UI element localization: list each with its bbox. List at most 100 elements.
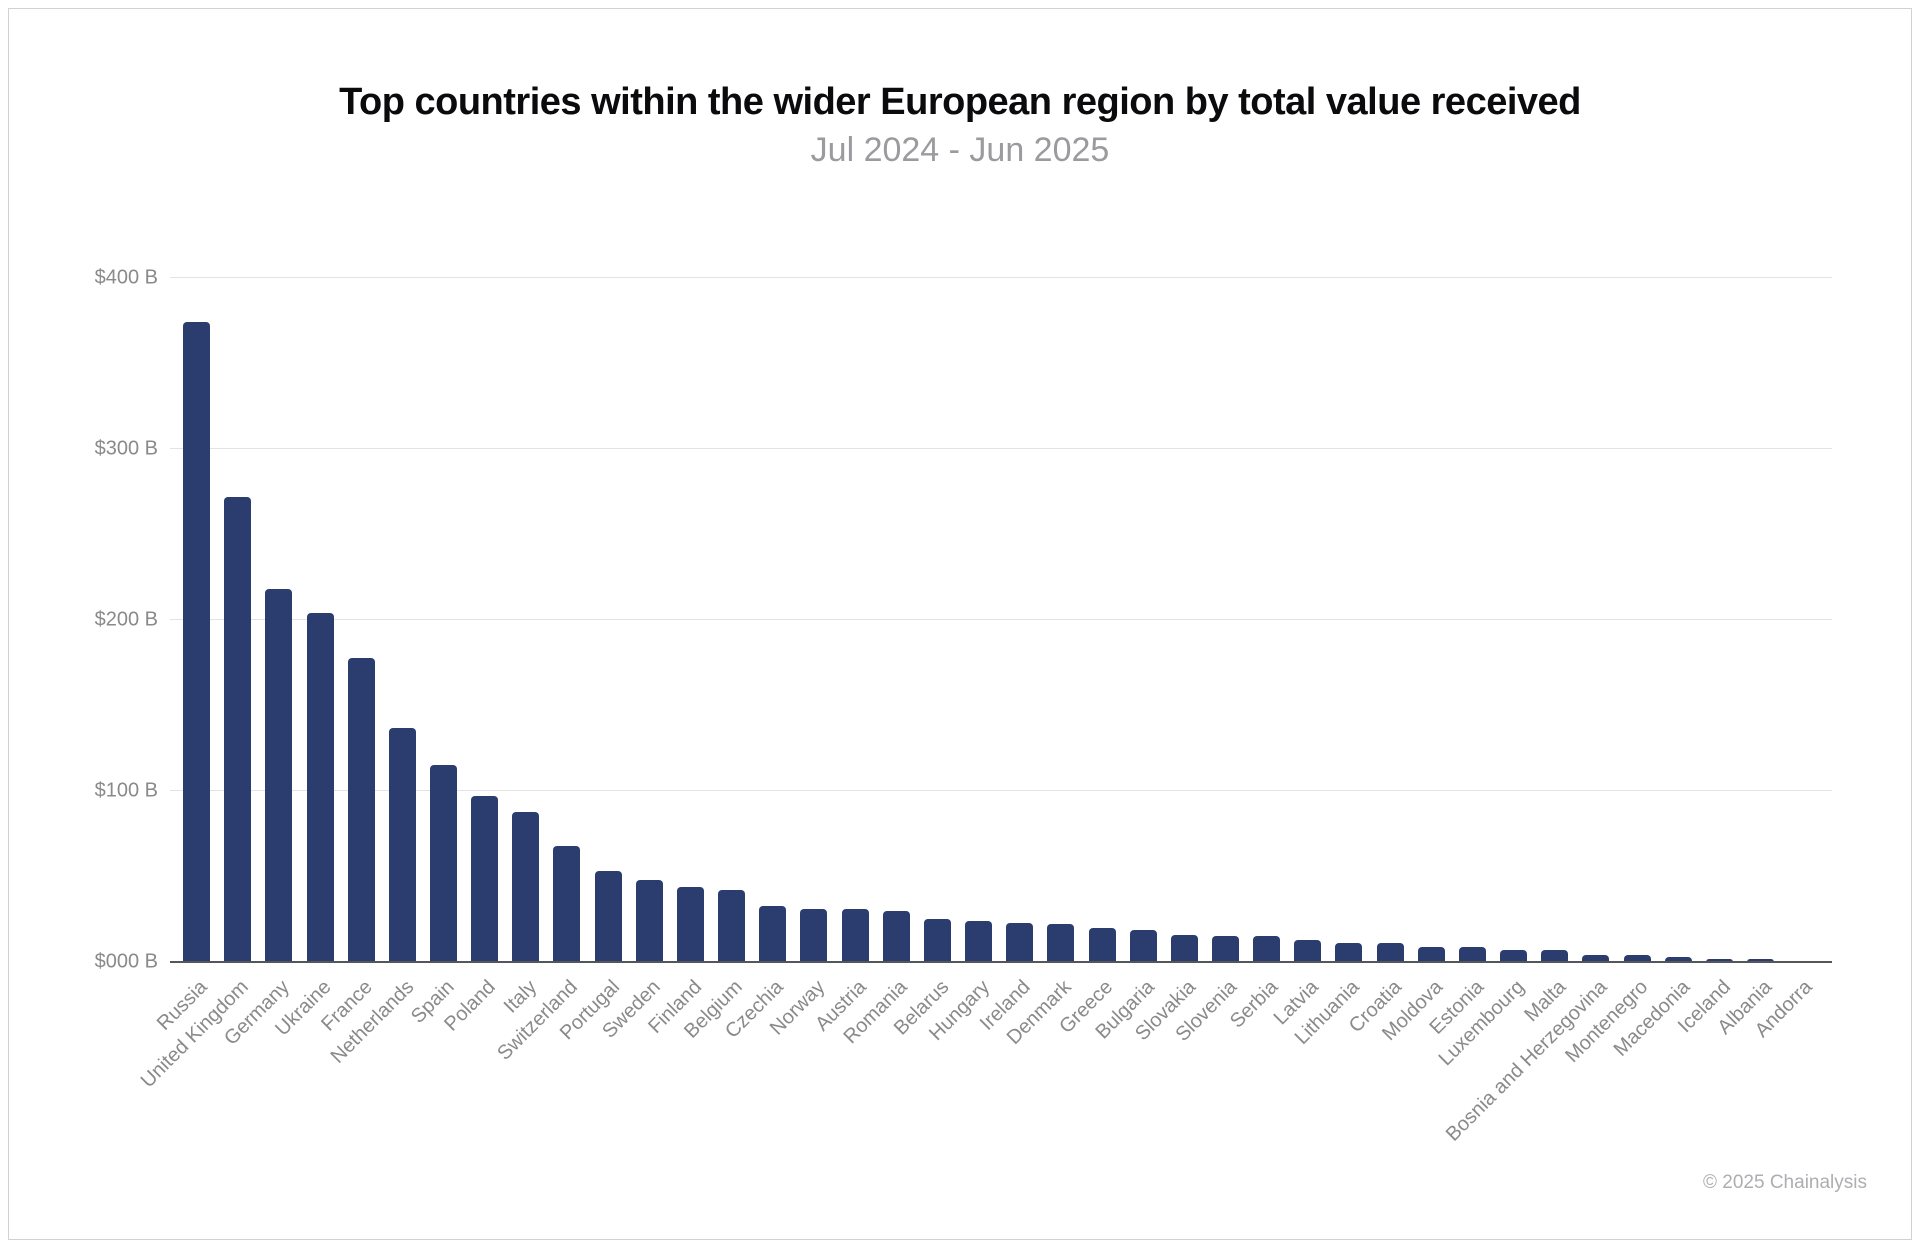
bar-slot: [505, 278, 546, 962]
x-tick-label: Ukraine: [270, 976, 336, 1041]
bar-slot: [1040, 278, 1081, 962]
y-tick-label: $000 B: [94, 950, 158, 973]
bar-portugal: [594, 871, 622, 962]
bar-slovenia: [1211, 936, 1239, 962]
bar-slot: [958, 278, 999, 962]
bar-france: [347, 657, 375, 962]
x-tick-label: Portugal: [555, 976, 625, 1045]
copyright-credit: © 2025 Chainalysis: [1703, 1172, 1867, 1193]
chart-title: Top countries within the wider European …: [339, 81, 1581, 123]
bar-slot: [546, 278, 587, 962]
x-tick-label: Moldova: [1378, 976, 1448, 1046]
bar-slot: [423, 278, 464, 962]
x-tick-label: Belgium: [680, 976, 748, 1043]
bar-germany: [265, 589, 293, 962]
x-tick-label: Bulgaria: [1091, 976, 1160, 1044]
bar-united-kingdom: [224, 496, 252, 962]
bar-estonia: [1458, 946, 1486, 962]
x-tick-label: Czechia: [721, 976, 789, 1043]
bar-slot: [876, 278, 917, 962]
bar-finland: [676, 886, 704, 962]
bar-bulgaria: [1129, 929, 1157, 962]
bar-greece: [1088, 927, 1116, 962]
x-tick-label: Switzerland: [493, 976, 583, 1065]
bar-poland: [471, 796, 499, 962]
bar-slot: [1534, 278, 1575, 962]
y-tick-label: $100 B: [94, 779, 158, 802]
bar-malta: [1541, 950, 1569, 962]
bar-denmark: [1047, 924, 1075, 962]
gridline: [170, 448, 1832, 449]
bar-croatia: [1376, 943, 1404, 962]
x-axis-labels: Russia United Kingdom Germany Ukraine France…: [137, 976, 1832, 1206]
bar-slot: [258, 278, 299, 962]
bar-slot: [1370, 278, 1411, 962]
bar-slot: [217, 278, 258, 962]
x-tick-label: Luxembourg: [1434, 976, 1530, 1071]
bar-slot: [752, 278, 793, 962]
x-tick-label: Croatia: [1344, 976, 1407, 1038]
x-tick-label: Denmark: [1003, 976, 1077, 1049]
plot-area: [170, 277, 1832, 963]
bar-slot: [464, 278, 505, 962]
x-tick-label: Slovakia: [1131, 976, 1201, 1046]
x-tick-label: Belarus: [889, 976, 954, 1040]
bar-spain: [430, 765, 458, 962]
bar-albania: [1747, 958, 1775, 962]
x-tick-label: Romania: [839, 976, 913, 1049]
bar-slot: [670, 278, 711, 962]
x-tick-label: Russia: [153, 976, 213, 1035]
x-tick-label: Serbia: [1225, 976, 1283, 1033]
x-tick-label: Greece: [1055, 976, 1118, 1038]
bar-norway: [800, 909, 828, 962]
x-tick-label: Andorra: [1751, 976, 1818, 1042]
y-tick-label: $300 B: [94, 437, 158, 460]
bar-ireland: [1006, 922, 1034, 962]
bar-slot: [917, 278, 958, 962]
x-tick-label: Finland: [644, 976, 707, 1038]
bar-hungary: [965, 920, 993, 962]
x-tick-label: Italy: [499, 976, 542, 1018]
gridline: [170, 619, 1832, 620]
bar-slot: [1575, 278, 1616, 962]
bar-slot: [1287, 278, 1328, 962]
bar-slot: [1616, 278, 1657, 962]
bar-russia: [183, 322, 211, 962]
x-tick-label: Malta: [1519, 976, 1571, 1027]
bar-slot: [1452, 278, 1493, 962]
bar-ukraine: [306, 613, 334, 962]
bar-slot: [588, 278, 629, 962]
bar-montenegro: [1623, 955, 1651, 962]
bar-slot: [835, 278, 876, 962]
bar-slot: [1781, 278, 1822, 962]
bar-slot: [1246, 278, 1287, 962]
bar-slot: [1699, 278, 1740, 962]
bar-slot: [1205, 278, 1246, 962]
bar-slot: [1081, 278, 1122, 962]
bar-lithuania: [1335, 943, 1363, 962]
x-tick-label: Norway: [765, 976, 830, 1040]
y-axis-labels: $000 B $100 B $200 B $300 B $400 B: [0, 267, 158, 973]
x-tick-label: Albania: [1713, 976, 1777, 1039]
bar-austria: [841, 909, 869, 962]
x-tick-label: Macedonia: [1609, 976, 1695, 1061]
bar-netherlands: [388, 727, 416, 962]
x-axis-line: [170, 961, 1832, 963]
bar-slot: [382, 278, 423, 962]
x-tick-label: Montenegro: [1561, 976, 1653, 1068]
bar-slot: [793, 278, 834, 962]
x-tick-label: Poland: [440, 976, 501, 1036]
bar-bosnia-and-herzegovina: [1582, 955, 1610, 962]
bar-slot: [1411, 278, 1452, 962]
x-tick-label: Sweden: [598, 976, 666, 1043]
x-tick-label: Latvia: [1269, 976, 1324, 1030]
bar-slot: [341, 278, 382, 962]
x-tick-label: Ireland: [976, 976, 1036, 1035]
bar-sweden: [635, 879, 663, 962]
bar-slot: [629, 278, 670, 962]
x-tick-label: Iceland: [1673, 976, 1736, 1038]
x-tick-label: Germany: [220, 976, 295, 1050]
bar-slot: [1658, 278, 1699, 962]
bar-latvia: [1294, 939, 1322, 962]
x-tick-label: Lithuania: [1291, 976, 1365, 1049]
